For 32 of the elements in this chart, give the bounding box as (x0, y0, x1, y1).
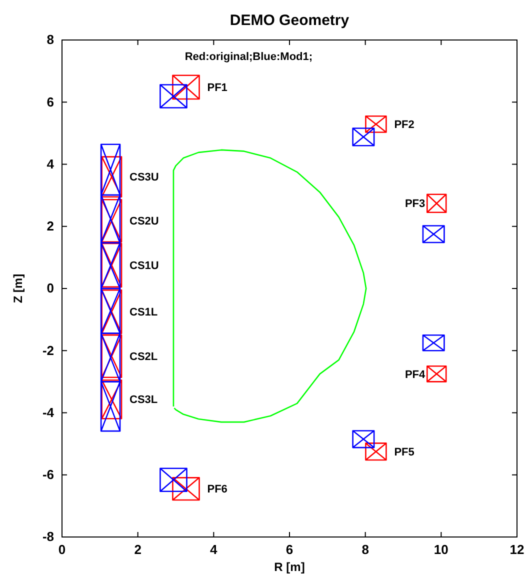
y-tick-label: -6 (42, 467, 54, 482)
y-tick-label: 4 (46, 156, 55, 172)
x-axis-title: R [m] (274, 560, 305, 574)
y-tick-label: 2 (46, 218, 54, 234)
x-tick-label: 0 (58, 542, 66, 558)
x-tick-label: 10 (434, 542, 448, 558)
y-tick-label: 6 (46, 94, 54, 110)
x-tick-label: 8 (362, 542, 369, 558)
y-tick-label: 0 (46, 280, 54, 296)
series-label: CS2U (130, 216, 159, 228)
chart-title: DEMO Geometry (230, 12, 350, 29)
x-tick-label: 4 (210, 542, 218, 558)
series-label: PF4 (404, 368, 426, 381)
annotation: Red:original;Blue:Mod1; (184, 50, 313, 63)
series-label: CS3L (130, 394, 158, 406)
series-label: PF3 (404, 198, 426, 210)
series-label: PF2 (394, 119, 414, 132)
series-label: PF1 (207, 82, 228, 94)
y-tick-label: -2 (42, 342, 54, 358)
x-tick-label: 2 (134, 542, 142, 558)
series-label: CS2L (130, 351, 158, 364)
y-tick-label: 8 (46, 32, 54, 48)
series-label: PF6 (207, 484, 228, 496)
y-tick-label: -8 (42, 529, 54, 544)
series-label: CS1L (130, 306, 158, 319)
y-tick-label: -4 (42, 404, 55, 420)
x-tick-label: 6 (286, 542, 294, 558)
series-label: CS3U (130, 172, 159, 184)
y-axis-title: Z [m] (11, 274, 25, 304)
series-label: PF5 (394, 446, 414, 458)
series-label: CS1U (130, 260, 159, 272)
x-tick-label: 12 (510, 542, 524, 558)
